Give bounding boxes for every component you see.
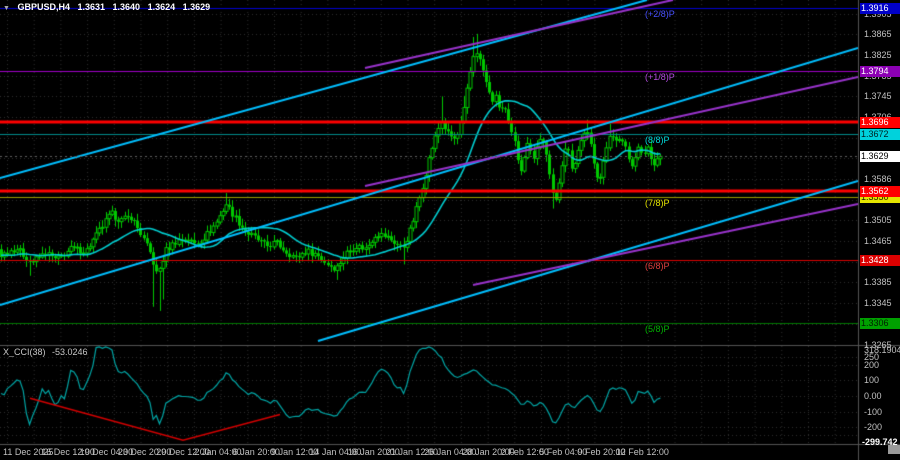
sr-price-box: 1.3696 [860, 116, 900, 128]
indicator-tick: -200 [864, 422, 883, 433]
symbol-dropdown-icon[interactable]: ▼ [3, 5, 10, 12]
indicator-tick: -100 [864, 406, 883, 417]
murray-level-label: (5/8)P [645, 324, 670, 335]
sr-price-box: 1.3562 [860, 185, 900, 197]
murray-price-box: 1.3916 [860, 3, 900, 14]
indicator-label: X_CCI(38) -53.0246 [3, 347, 92, 357]
murray-level-label: (+2/8)P [645, 9, 675, 19]
price-tick: 1.3345 [864, 298, 892, 309]
ohlc-open: 1.3631 [77, 2, 106, 12]
time-tick: 19 Dec 04:00 [79, 447, 134, 457]
price-tick: 1.3505 [864, 215, 892, 226]
price-tick: 1.3745 [864, 91, 892, 102]
ohlc-high: 1.3640 [112, 2, 141, 12]
indicator-tick: 100 [864, 375, 880, 386]
murray-level-label: (7/8)P [645, 198, 670, 209]
price-tick: 1.3706 [864, 112, 892, 123]
current-price-box: 1.3629 [860, 151, 900, 163]
indicator-tick: 0.00 [864, 390, 882, 401]
murray-level-label: (6/8)P [645, 261, 670, 272]
murray-price-box: 1.3672 [860, 129, 900, 141]
time-tick: 21 Jan 12:00 [386, 447, 439, 457]
time-tick: 28 Jan 20:00 [462, 447, 515, 457]
murray-price-box: 1.3794 [860, 66, 900, 78]
ohlc-close: 1.3629 [182, 2, 211, 12]
time-tick: 26 Jan 04:00 [424, 447, 477, 457]
time-tick: 6 Jan 20:00 [232, 447, 280, 457]
murray-price-box: 1.3306 [860, 318, 900, 330]
price-tick: 1.3265 [864, 339, 892, 350]
time-tick: 14 Jan 04:00 [309, 447, 362, 457]
time-tick: 23 Dec 20:00 [117, 447, 172, 457]
indicator-tick: 250 [864, 351, 880, 362]
time-tick: 11 Dec 2025 [3, 447, 54, 457]
murray-level-label: (8/8)P [645, 135, 670, 146]
time-tick: 29 Dec 12:00 [156, 447, 210, 457]
murray-price-box: 1.3428 [860, 255, 900, 267]
time-tick: 12 Feb 12:00 [615, 447, 669, 457]
indicator-scale-max: 318.1904 [864, 345, 900, 355]
indicator-name: X_CCI(38) [3, 347, 46, 357]
price-tick: 1.3825 [864, 50, 892, 61]
time-tick: 16 Jan 20:00 [347, 447, 400, 457]
symbol-name: GBPUSD,H4 [17, 2, 70, 12]
time-tick: 16 Dec 12:00 [41, 447, 95, 457]
murray-level-label: (+1/8)P [645, 72, 675, 83]
indicator-value: -53.0246 [52, 347, 88, 357]
time-tick: 2 Jan 04:00 [194, 447, 242, 457]
time-tick: 9 Jan 12:00 [271, 447, 319, 457]
resize-corner[interactable] [888, 445, 900, 454]
price-tick: 1.3865 [864, 29, 892, 40]
chart-title: ▼ GBPUSD,H4 1.3631 1.3640 1.3624 1.3629 [3, 2, 215, 12]
time-tick: 9 Feb 20:00 [577, 447, 626, 457]
time-tick: 2 Feb 12:00 [500, 447, 549, 457]
price-tick: 1.3586 [864, 173, 892, 184]
price-tick: 1.3385 [864, 277, 892, 288]
price-tick: 1.3465 [864, 236, 892, 247]
indicator-scale-min: -299.742 [862, 437, 898, 447]
ohlc-low: 1.3624 [147, 2, 176, 12]
time-tick: 5 Feb 04:00 [539, 447, 588, 457]
murray-price-box: 1.3550 [860, 192, 900, 204]
indicator-tick: 200 [864, 359, 880, 370]
